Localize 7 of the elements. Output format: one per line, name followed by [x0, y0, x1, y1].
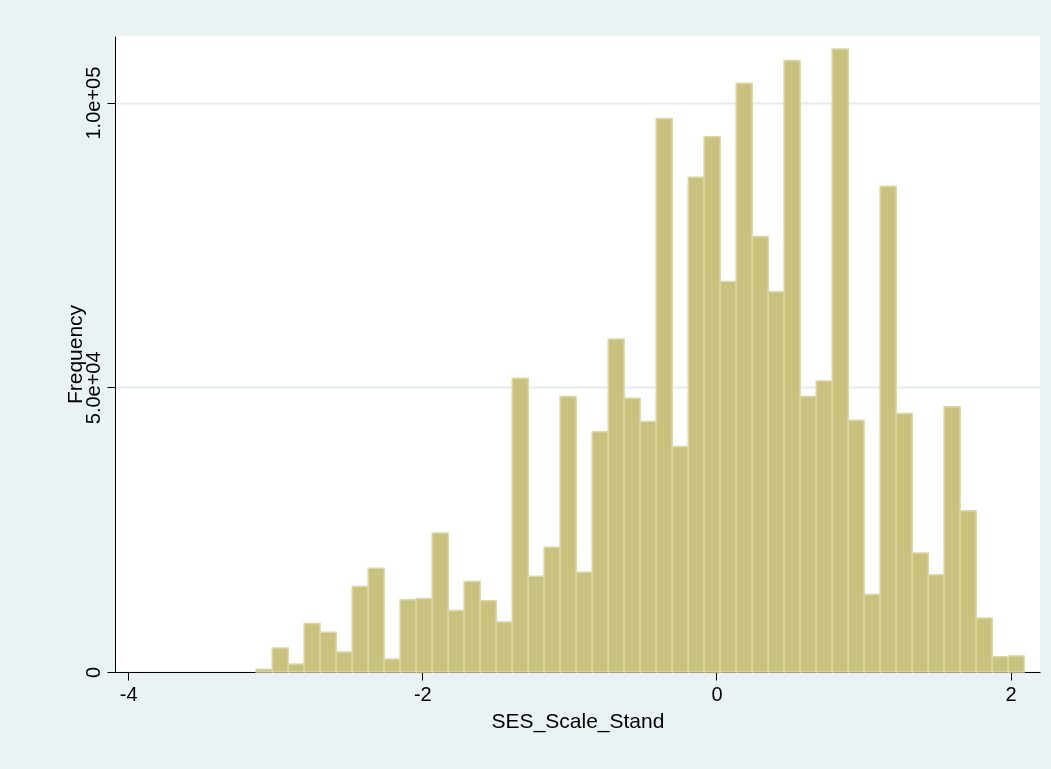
x-tick-label: -2: [413, 682, 432, 705]
y-tick-label: 1.0e+05: [81, 66, 104, 140]
y-tick-label: 0: [81, 666, 104, 679]
x-axis-title: SES_Scale_Stand: [491, 708, 665, 733]
x-tick-label: -4: [119, 682, 138, 705]
x-tick-label: 2: [1005, 682, 1017, 705]
x-tick-label: 0: [711, 682, 723, 705]
